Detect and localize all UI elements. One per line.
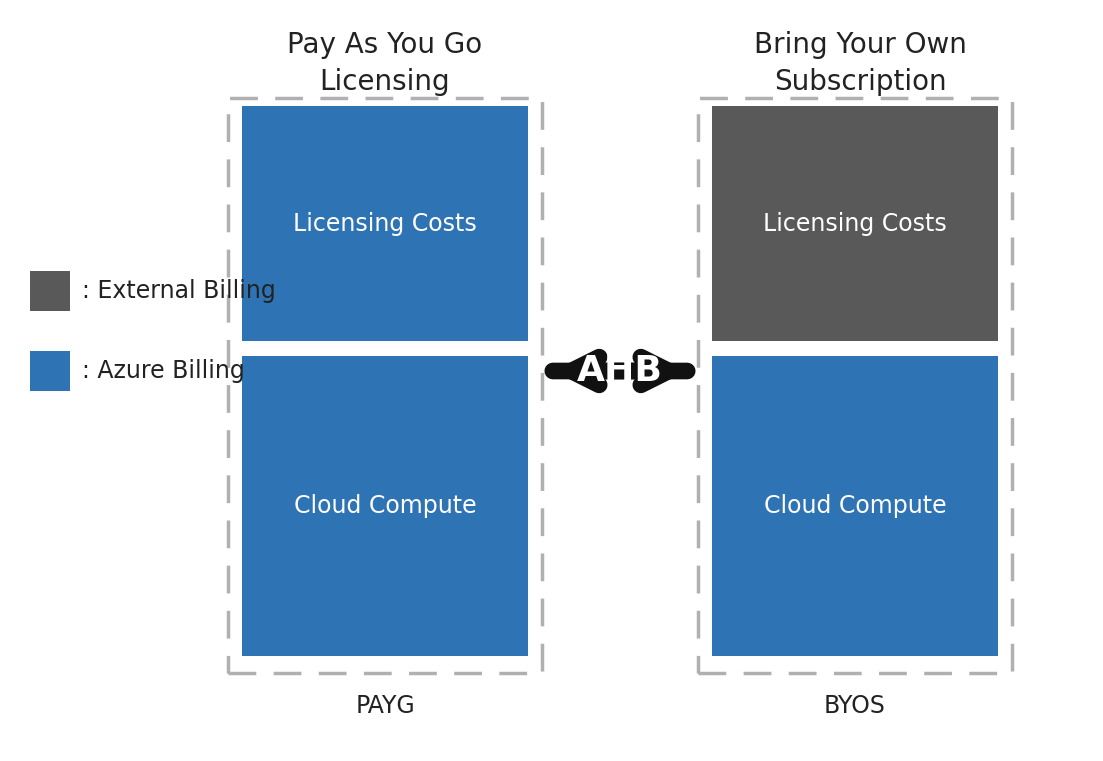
Bar [713,356,998,656]
Bar [30,351,69,391]
Bar [242,356,528,656]
Bar [228,98,542,673]
Bar [242,106,528,341]
Text: Cloud Compute: Cloud Compute [293,494,476,518]
Text: : Azure Billing: : Azure Billing [82,359,245,383]
Text: : External Billing: : External Billing [82,279,276,303]
Text: Licensing Costs: Licensing Costs [293,212,476,235]
Bar [713,106,998,341]
Text: Bring Your Own
Subscription: Bring Your Own Subscription [753,31,966,96]
Text: Pay As You Go
Licensing: Pay As You Go Licensing [288,31,483,96]
Bar [698,98,1011,673]
Text: PAYG: PAYG [355,694,415,718]
Text: BYOS: BYOS [824,694,886,718]
Bar [30,271,69,311]
Text: Licensing Costs: Licensing Costs [763,212,946,235]
Text: AHB: AHB [577,354,663,388]
Text: Cloud Compute: Cloud Compute [763,494,946,518]
